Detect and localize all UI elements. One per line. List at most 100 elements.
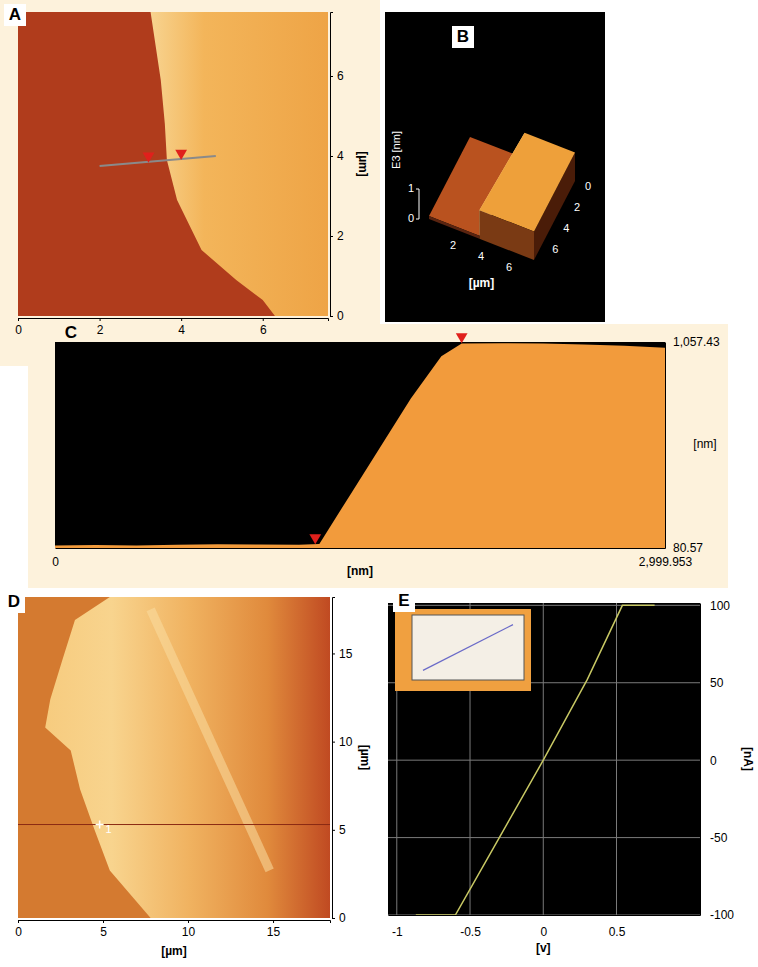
panel-label-box bbox=[393, 590, 415, 612]
tick-label: 15 bbox=[339, 647, 353, 661]
tick-mark bbox=[263, 318, 264, 321]
tick: 5 bbox=[332, 823, 346, 837]
tick-label: 6 bbox=[506, 261, 512, 273]
axis-line bbox=[389, 915, 701, 916]
tick: 0 bbox=[52, 548, 59, 569]
tick: 0 bbox=[330, 309, 344, 323]
high-region bbox=[45, 597, 330, 918]
tick-label: 2,999.953 bbox=[639, 555, 693, 569]
figure: 02460246[µm][µm]A01E3 [nm]2460246[µm]B02… bbox=[0, 0, 758, 967]
y-axis-title: [nm] bbox=[693, 437, 716, 451]
axis-line bbox=[56, 548, 666, 549]
tick-label: 50 bbox=[710, 676, 724, 690]
tick-label: 2 bbox=[574, 201, 580, 213]
x-axis-title: [µm] bbox=[161, 944, 187, 958]
panel-label-box bbox=[3, 591, 25, 613]
tick: 100 bbox=[700, 599, 730, 613]
axis: -100 -50 0 50 100 bbox=[700, 599, 734, 923]
tick-label: 15 bbox=[267, 925, 281, 939]
tick: 10 bbox=[182, 920, 196, 939]
cursor bbox=[96, 821, 104, 829]
x-axis-title: [v] bbox=[536, 941, 551, 955]
tick-mark bbox=[330, 156, 333, 157]
cursor bbox=[309, 534, 321, 544]
plot-background bbox=[385, 12, 605, 322]
panel-background bbox=[0, 0, 380, 366]
surface bbox=[429, 133, 575, 260]
tick: 4 bbox=[330, 149, 344, 163]
tick-mark bbox=[332, 653, 335, 654]
low-region bbox=[18, 12, 328, 316]
tick-mark bbox=[100, 318, 101, 321]
axis: 80.571,057.43 bbox=[665, 335, 720, 555]
axis: 0 5 10 15 bbox=[15, 920, 330, 939]
tick-mark bbox=[103, 920, 104, 923]
high-region bbox=[151, 12, 328, 316]
inset-background bbox=[395, 609, 531, 691]
front-face bbox=[479, 210, 534, 260]
axis: 0 2 4 6 bbox=[330, 13, 344, 324]
panel-label: C bbox=[65, 323, 77, 342]
tick-label: -0.5 bbox=[460, 925, 481, 939]
tick-mark bbox=[18, 920, 19, 923]
tick: 6 bbox=[330, 69, 344, 83]
panel-label: A bbox=[9, 5, 21, 24]
inset-line bbox=[423, 625, 513, 671]
tick-label: 2 bbox=[337, 229, 344, 243]
panel-label: B bbox=[457, 27, 469, 46]
profile-area bbox=[55, 343, 665, 548]
plot-area bbox=[18, 12, 328, 316]
axis-line bbox=[333, 598, 336, 919]
page-background bbox=[0, 0, 758, 967]
tick-label: 4 bbox=[337, 149, 344, 163]
tick-label: -1 bbox=[392, 925, 403, 939]
cursor-label: 1 bbox=[106, 823, 112, 835]
tick-label: 10 bbox=[339, 735, 353, 749]
tick: 50 bbox=[700, 676, 724, 690]
ridge bbox=[151, 609, 270, 870]
panel-label-box bbox=[4, 4, 26, 26]
tick-label: 0 bbox=[540, 925, 547, 939]
tick-label: 4 bbox=[178, 323, 185, 337]
tick-label: 1 bbox=[408, 182, 414, 194]
tick-label: 6 bbox=[337, 69, 344, 83]
tick: 80.57 bbox=[665, 541, 703, 555]
tick-label: 5 bbox=[100, 925, 107, 939]
tick-label: 0 bbox=[15, 925, 22, 939]
tick: 4 bbox=[178, 318, 185, 337]
tick: 0 bbox=[700, 754, 717, 768]
tick-mark bbox=[332, 918, 335, 919]
tick: -0.5 bbox=[460, 915, 481, 939]
tick-label: 4 bbox=[563, 222, 569, 234]
tick: -100 bbox=[700, 908, 734, 922]
inset-plot-area bbox=[423, 625, 513, 671]
tick-mark bbox=[330, 236, 333, 237]
tick: 5 bbox=[100, 920, 107, 939]
tick: -50 bbox=[700, 831, 728, 845]
tick-label: 5 bbox=[339, 823, 346, 837]
tick: -1 bbox=[392, 915, 403, 939]
front-face bbox=[429, 216, 479, 239]
plot-area bbox=[18, 597, 330, 918]
tick-mark bbox=[332, 742, 335, 743]
tick-mark bbox=[416, 219, 419, 220]
tick-label: 4 bbox=[478, 250, 484, 262]
tick-label: 2 bbox=[97, 323, 104, 337]
y-axis-title: [µm] bbox=[358, 745, 372, 771]
tick-label: 0 bbox=[408, 212, 414, 224]
x-axis-title: [µm] bbox=[469, 276, 495, 290]
cursor bbox=[456, 333, 468, 343]
axis-line bbox=[419, 189, 420, 219]
tick: 15 bbox=[267, 920, 281, 939]
tick: 0 bbox=[15, 318, 22, 337]
tick: 2 bbox=[330, 229, 344, 243]
tick-label: 6 bbox=[260, 323, 267, 337]
tick-label: -50 bbox=[710, 831, 728, 845]
tick-label: 0 bbox=[52, 555, 59, 569]
tick-mark bbox=[416, 189, 419, 190]
tick-label: 80.57 bbox=[673, 541, 703, 555]
axis-line bbox=[331, 13, 334, 317]
grid-line bbox=[388, 837, 700, 838]
tick: 2 bbox=[97, 318, 104, 337]
axis-line bbox=[19, 319, 329, 322]
